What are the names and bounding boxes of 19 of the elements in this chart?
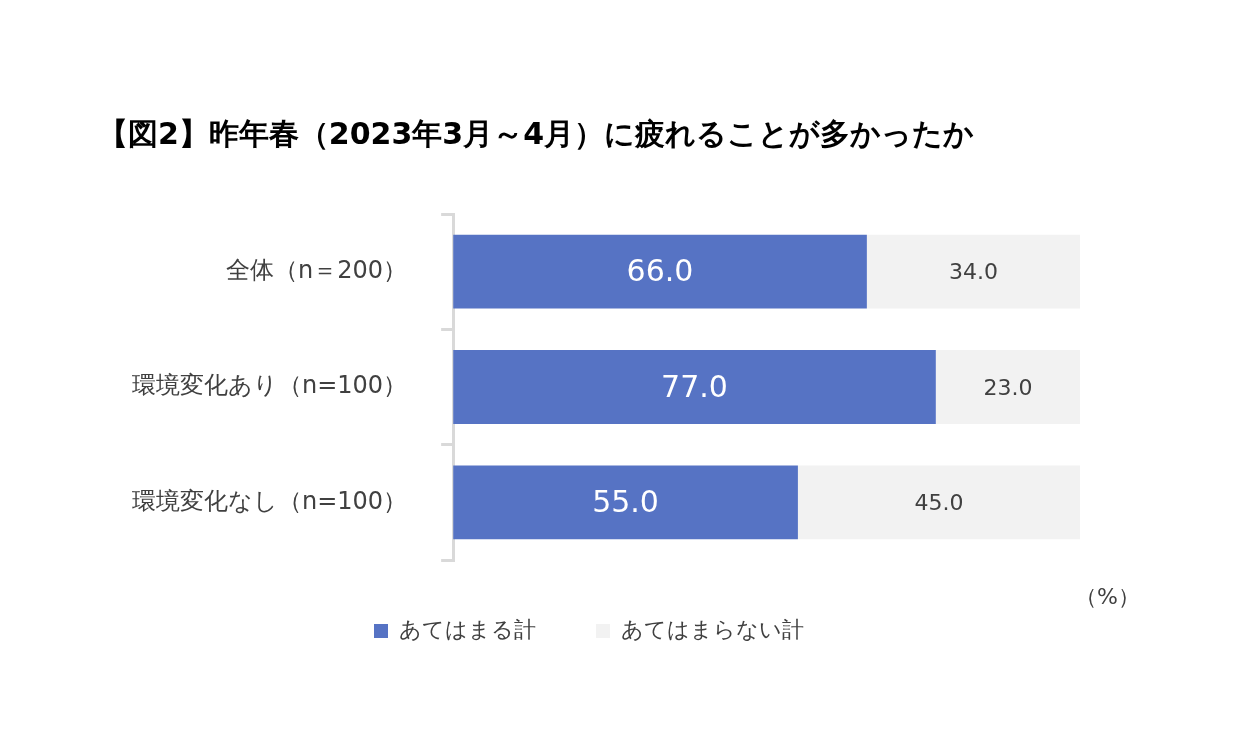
- data-label: 66.0: [626, 253, 694, 289]
- data-label: 23.0: [983, 374, 1033, 400]
- data-label: 77.0: [661, 368, 728, 404]
- data-label: 55.0: [592, 484, 659, 520]
- data-label: 45.0: [914, 490, 964, 516]
- data-label: 34.0: [948, 259, 998, 285]
- chart-title: 【図2】昨年春（2023年3月～4月）に疲れることが多かったか: [98, 115, 975, 151]
- bar: [453, 465, 798, 540]
- bar: [866, 234, 1080, 309]
- legend-label: あてはまらない計: [621, 616, 804, 642]
- bar: [453, 350, 936, 424]
- y-tick-label: 環境変化あり（n=100）: [131, 371, 408, 400]
- bar: [453, 234, 867, 309]
- y-tick-label: 全体（n＝200）: [226, 255, 408, 284]
- text: （%）: [1075, 583, 1140, 609]
- y-tick-label: 環境変化なし（n=100）: [131, 486, 408, 515]
- legend-label: あてはまる計: [399, 616, 536, 642]
- bar: [797, 465, 1080, 540]
- bar: [935, 350, 1080, 424]
